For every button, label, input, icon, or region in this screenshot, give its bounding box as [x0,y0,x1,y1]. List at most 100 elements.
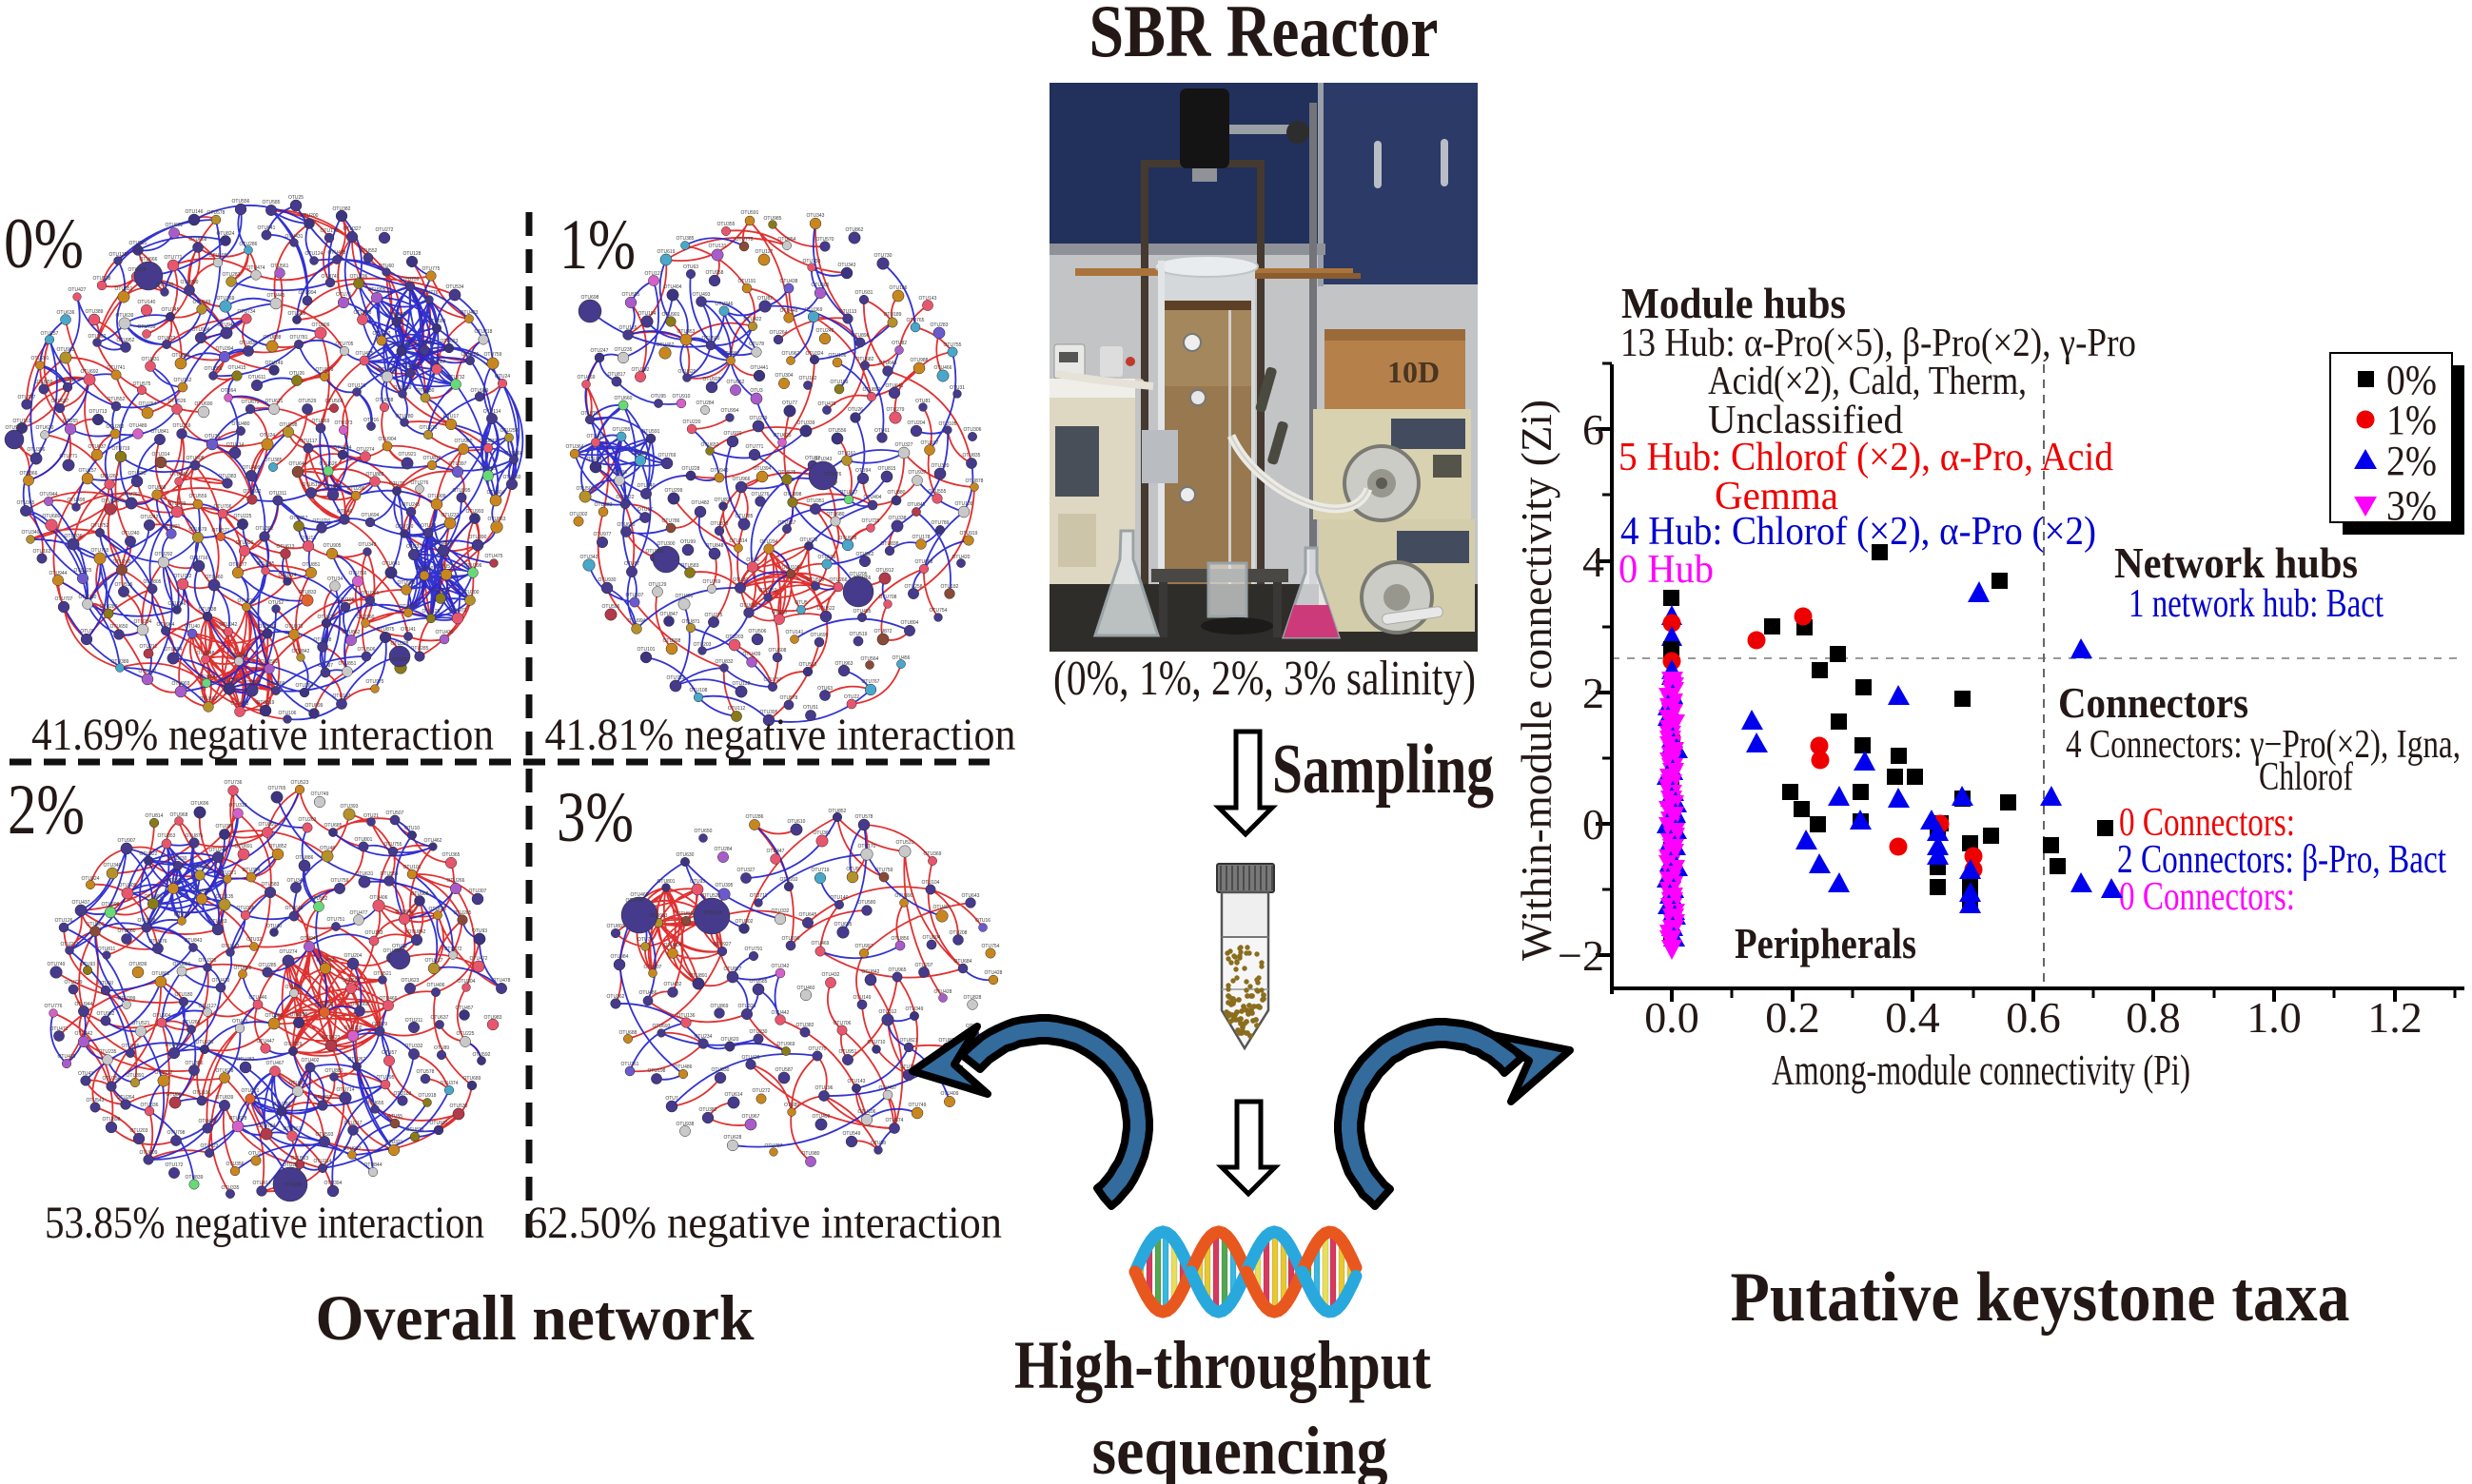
svg-text:OTU6: OTU6 [746,557,759,563]
svg-text:OTU811: OTU811 [98,947,116,952]
svg-text:OTU801: OTU801 [355,837,373,843]
svg-text:OTU314: OTU314 [152,452,170,458]
svg-text:62.50% negative interaction: 62.50% negative interaction [526,1198,1002,1248]
svg-text:OTU129: OTU129 [649,582,667,588]
svg-text:OTU648: OTU648 [879,361,897,366]
svg-text:OTU446: OTU446 [249,995,267,1001]
svg-text:OTU180: OTU180 [175,992,193,998]
svg-text:OTU960: OTU960 [398,580,416,586]
svg-text:OTU416: OTU416 [587,434,605,439]
svg-text:OTU653: OTU653 [316,1002,334,1007]
svg-text:OTU926: OTU926 [236,540,254,546]
svg-text:OTU402: OTU402 [302,1058,320,1064]
svg-text:OTU538: OTU538 [199,607,217,613]
svg-text:OTU646: OTU646 [168,601,186,607]
svg-text:OTU60: OTU60 [98,981,113,986]
svg-text:OTU136: OTU136 [829,353,847,359]
svg-text:OTU469: OTU469 [578,375,596,381]
svg-text:OTU739: OTU739 [122,1044,140,1049]
svg-text:OTU106: OTU106 [279,711,297,716]
svg-text:OTU487: OTU487 [317,958,335,964]
svg-text:OTU880: OTU880 [888,490,906,496]
svg-text:OTU425: OTU425 [356,351,374,357]
svg-text:OTU468: OTU468 [402,363,420,369]
svg-text:OTU751: OTU751 [327,917,345,923]
svg-text:OTU266: OTU266 [447,878,465,884]
svg-text:OTU189: OTU189 [884,312,902,318]
svg-text:OTU600: OTU600 [343,978,361,984]
svg-text:OTU177: OTU177 [229,562,247,568]
svg-text:OTU803: OTU803 [607,924,625,929]
svg-text:OTU196: OTU196 [815,1085,834,1091]
svg-text:OTU182: OTU182 [941,584,959,590]
svg-text:OTU880: OTU880 [325,1068,343,1074]
svg-text:OTU775: OTU775 [422,266,441,272]
svg-text:OTU614: OTU614 [725,1092,743,1098]
svg-text:OTU5: OTU5 [795,600,808,606]
svg-text:OTU317: OTU317 [344,1121,363,1126]
svg-text:OTU578: OTU578 [207,210,226,216]
svg-text:OTU934: OTU934 [6,425,24,431]
svg-text:OTU272: OTU272 [753,1088,771,1094]
svg-text:OTU561: OTU561 [271,264,289,269]
svg-text:OTU336: OTU336 [237,906,255,911]
svg-text:OTU319: OTU319 [257,700,275,706]
svg-text:OTU106: OTU106 [782,565,800,571]
svg-text:OTU592: OTU592 [473,1052,491,1058]
svg-text:OTU430: OTU430 [436,630,454,635]
svg-text:OTU884: OTU884 [167,1092,185,1098]
svg-text:OTU438: OTU438 [780,279,798,284]
svg-text:1 network hub: Bact: 1 network hub: Bact [2129,582,2384,626]
svg-text:OTU394: OTU394 [216,346,234,352]
svg-text:OTU335: OTU335 [222,1185,240,1191]
svg-text:OTU441: OTU441 [751,365,769,371]
svg-text:2: 2 [1582,669,1604,717]
svg-text:OTU966: OTU966 [733,477,751,482]
svg-text:OTU132: OTU132 [109,252,128,258]
svg-text:OTU904: OTU904 [192,327,210,333]
svg-text:OTU131: OTU131 [709,244,727,249]
svg-text:OTU108: OTU108 [337,597,355,603]
svg-text:OTU828: OTU828 [964,995,982,1001]
svg-text:OTU752: OTU752 [91,523,109,529]
svg-text:OTU611: OTU611 [248,375,266,381]
svg-text:OTU921: OTU921 [399,452,417,458]
svg-text:OTU551: OTU551 [115,286,133,292]
svg-text:OTU445: OTU445 [267,293,285,299]
svg-text:Overall network: Overall network [316,1281,755,1354]
svg-text:OTU705: OTU705 [461,352,480,358]
svg-text:OTU109: OTU109 [955,501,973,507]
svg-text:OTU333: OTU333 [595,502,613,508]
svg-text:OTU58: OTU58 [421,523,436,529]
svg-text:OTU591: OTU591 [642,429,660,435]
svg-text:OTU78: OTU78 [749,342,764,347]
svg-text:OTU660: OTU660 [118,928,136,934]
svg-text:OTU170: OTU170 [858,844,876,849]
svg-text:OTU204: OTU204 [134,619,152,625]
svg-text:−2: −2 [1558,931,1604,980]
svg-text:OTU356: OTU356 [226,1162,245,1167]
svg-text:OTU260: OTU260 [79,595,97,600]
svg-text:OTU486: OTU486 [675,1064,693,1070]
svg-text:OTU706: OTU706 [214,504,232,510]
svg-text:OTU285: OTU285 [259,963,277,968]
svg-text:OTU362: OTU362 [607,994,625,1000]
svg-text:OTU843: OTU843 [230,653,248,658]
svg-text:OTU151: OTU151 [13,419,31,424]
svg-text:OTU300: OTU300 [646,549,664,555]
svg-text:OTU771: OTU771 [165,255,183,261]
svg-text:OTU406: OTU406 [427,983,445,988]
svg-text:OTU765: OTU765 [268,786,286,791]
svg-text:OTU75: OTU75 [336,292,351,298]
svg-text:OTU571: OTU571 [212,528,230,534]
svg-text:OTU759: OTU759 [402,277,420,283]
svg-text:OTU886: OTU886 [296,855,314,861]
svg-text:OTU910: OTU910 [430,1121,448,1126]
svg-text:OTU408: OTU408 [231,701,249,707]
svg-text:OTU678: OTU678 [839,536,857,541]
svg-text:OTU235: OTU235 [99,1049,117,1055]
svg-text:OTU333: OTU333 [400,604,418,610]
svg-text:OTU940: OTU940 [170,472,188,478]
svg-text:Among-module connectivity (Pi): Among-module connectivity (Pi) [1772,1045,2190,1094]
svg-text:OTU781: OTU781 [667,675,685,681]
